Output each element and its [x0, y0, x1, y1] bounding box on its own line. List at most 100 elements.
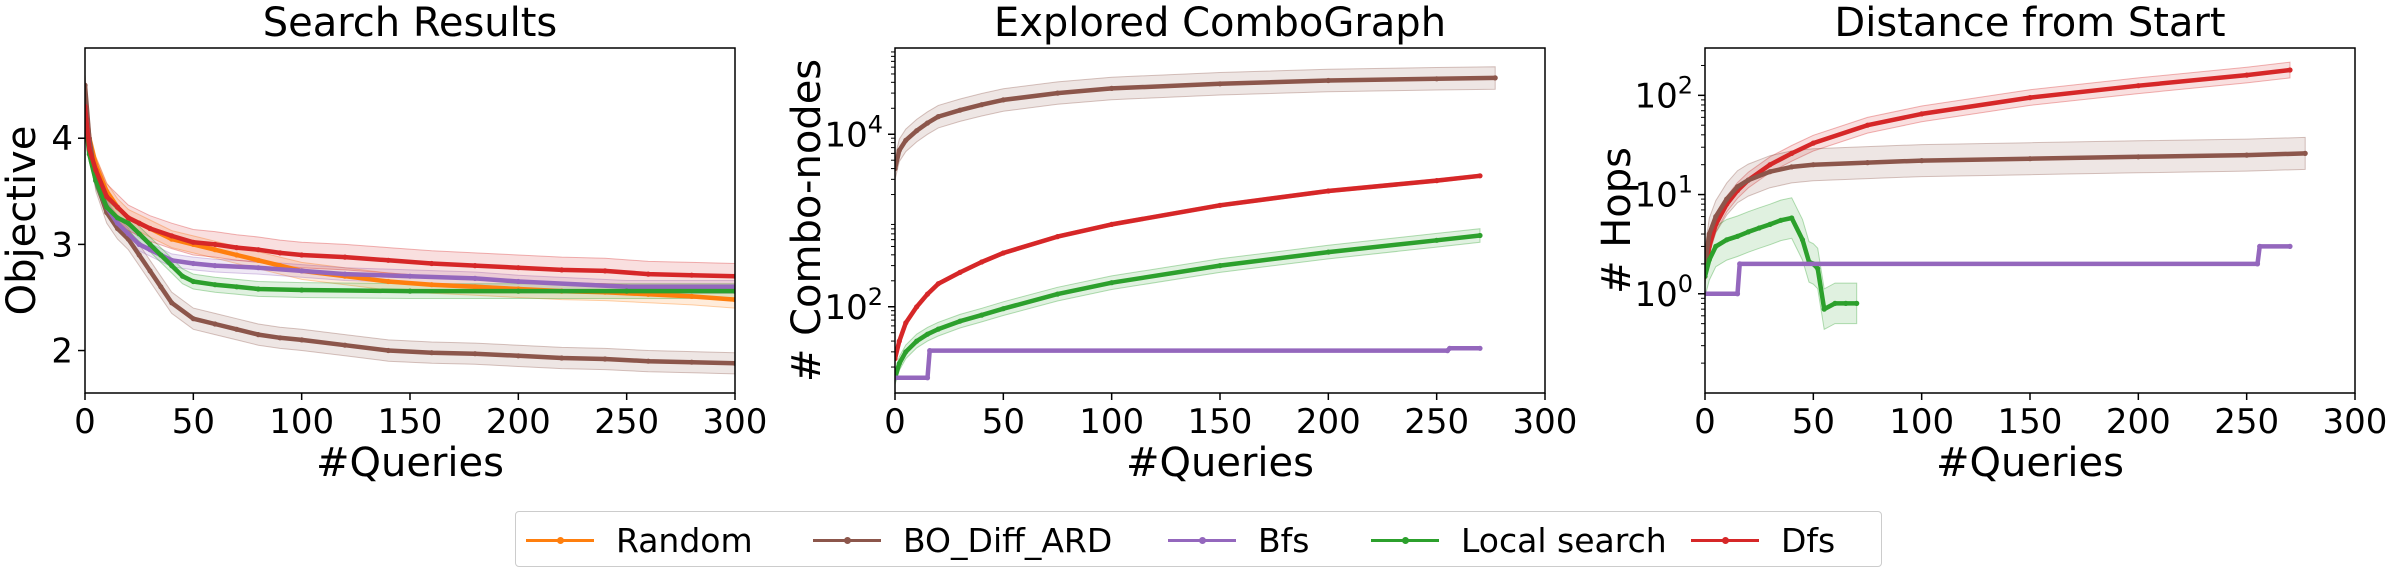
y-tick-label: 102 [1634, 71, 1693, 116]
x-tick-label: 100 [1079, 402, 1144, 442]
point-bfs [1477, 345, 1483, 351]
point-random [385, 278, 391, 285]
plot-area [895, 66, 1498, 385]
legend-label-bfs: Bfs [1258, 520, 1310, 560]
point-bo-diff-ard [2302, 150, 2308, 156]
line-local-search [895, 233, 1481, 379]
point-bo-diff-ard [1767, 169, 1773, 175]
point-local-search [136, 231, 142, 237]
point-bo-diff-ard [1217, 81, 1223, 87]
point-dfs [114, 204, 121, 210]
point-local-search [1778, 217, 1784, 223]
point-bo-diff-ard [1919, 158, 1925, 164]
band-bo-diff-ard [1705, 136, 2306, 280]
point-dfs [1810, 140, 1816, 146]
point-bfs [190, 260, 196, 267]
point-bo-diff-ard [212, 321, 218, 327]
chart-title: Search Results [263, 0, 558, 46]
x-axis-label: #Queries [316, 440, 504, 486]
legend: Random BO_Diff_ARD Bfs Local search Dfs [515, 511, 1882, 567]
point-dfs [2135, 83, 2141, 89]
point-dfs [1919, 111, 1925, 117]
point-local-search [1713, 243, 1719, 249]
x-axis-label: #Queries [1126, 440, 1314, 486]
y-tick-label: 3 [51, 225, 73, 265]
point-local-search [1706, 257, 1712, 263]
point-bo-diff-ard [234, 326, 240, 332]
x-tick-label: 250 [2214, 402, 2279, 442]
point-bo-diff-ard [2244, 152, 2250, 158]
point-bo-diff-ard [515, 353, 521, 359]
point-bo-diff-ard [1434, 76, 1440, 82]
point-dfs [299, 252, 305, 258]
legend-label-bo-diff-ard: BO_Diff_ARD [903, 520, 1113, 560]
point-bo-diff-ard [2027, 156, 2033, 162]
point-dfs [1477, 173, 1483, 179]
point-dfs [1000, 250, 1006, 256]
point-bfs [136, 241, 142, 247]
point-bo-diff-ard [689, 359, 695, 365]
legend-item-local-search: Local search [1371, 512, 1667, 568]
point-bfs [2257, 243, 2263, 249]
point-dfs [914, 304, 920, 310]
legend-item-bo-diff-ard: BO_Diff_ARD [813, 512, 1112, 568]
point-bfs [1734, 291, 1741, 297]
plot-area [1705, 61, 2308, 331]
point-dfs [234, 245, 240, 251]
point-bfs [2254, 261, 2261, 267]
point-bo-diff-ard [903, 137, 909, 143]
point-local-search [979, 312, 985, 318]
point-local-search [407, 288, 413, 294]
point-dfs [104, 194, 110, 200]
line-bfs [895, 346, 1480, 381]
y-tick-label: 102 [824, 283, 883, 328]
point-local-search [1767, 221, 1773, 227]
x-tick-label: 50 [172, 402, 215, 442]
point-bfs [342, 271, 348, 277]
point-bo-diff-ard [935, 114, 941, 120]
point-dfs [1864, 122, 1871, 128]
point-bfs [924, 375, 931, 381]
point-dfs [429, 260, 435, 267]
point-bfs [114, 220, 121, 226]
x-tick-label: 300 [703, 402, 768, 442]
point-local-search [255, 286, 261, 292]
chart-search-results: 0 50 100 150 200 250 300 2 3 4 Search Results #Quer… [0, 0, 767, 486]
point-bfs [515, 278, 521, 285]
point-bo-diff-ard [342, 342, 348, 348]
y-axis-label: # Combo-nodes [784, 59, 830, 382]
point-local-search [190, 278, 196, 285]
point-random [689, 293, 695, 299]
point-local-search [1217, 263, 1223, 269]
point-bo-diff-ard [1713, 214, 1719, 220]
point-bo-diff-ard [190, 316, 196, 322]
point-local-search [169, 263, 175, 269]
x-tick-label: 100 [269, 402, 334, 442]
point-bo-diff-ard [559, 355, 565, 361]
point-local-search [896, 360, 902, 367]
point-bfs [2287, 243, 2293, 249]
point-bo-diff-ard [158, 284, 164, 290]
x-tick-label: 0 [1694, 402, 1716, 442]
x-tick-label: 0 [884, 402, 906, 442]
point-dfs [93, 167, 99, 173]
point-bo-diff-ard [1054, 90, 1061, 96]
chart-distance-from-start: 0 50 100 150 200 250 300 100 101 102 Distance from… [1594, 0, 2387, 486]
band-local-search [1705, 197, 1858, 331]
point-bo-diff-ard [472, 351, 478, 357]
point-dfs [1767, 162, 1773, 168]
point-local-search [1745, 229, 1751, 235]
y-axis-label: # Hops [1594, 147, 1640, 294]
legend-label-random: Random [616, 520, 753, 560]
point-bo-diff-ard [1734, 184, 1741, 190]
y-tick-label: 101 [1634, 171, 1693, 216]
point-bo-diff-ard [2135, 154, 2141, 160]
x-tick-label: 50 [1792, 402, 1835, 442]
point-bo-diff-ard [645, 358, 651, 364]
band-local-search [85, 109, 735, 299]
point-local-search [1434, 237, 1440, 243]
x-tick-label: 150 [378, 402, 443, 442]
point-dfs [689, 272, 695, 278]
point-random [277, 263, 283, 269]
point-dfs [1434, 178, 1440, 184]
